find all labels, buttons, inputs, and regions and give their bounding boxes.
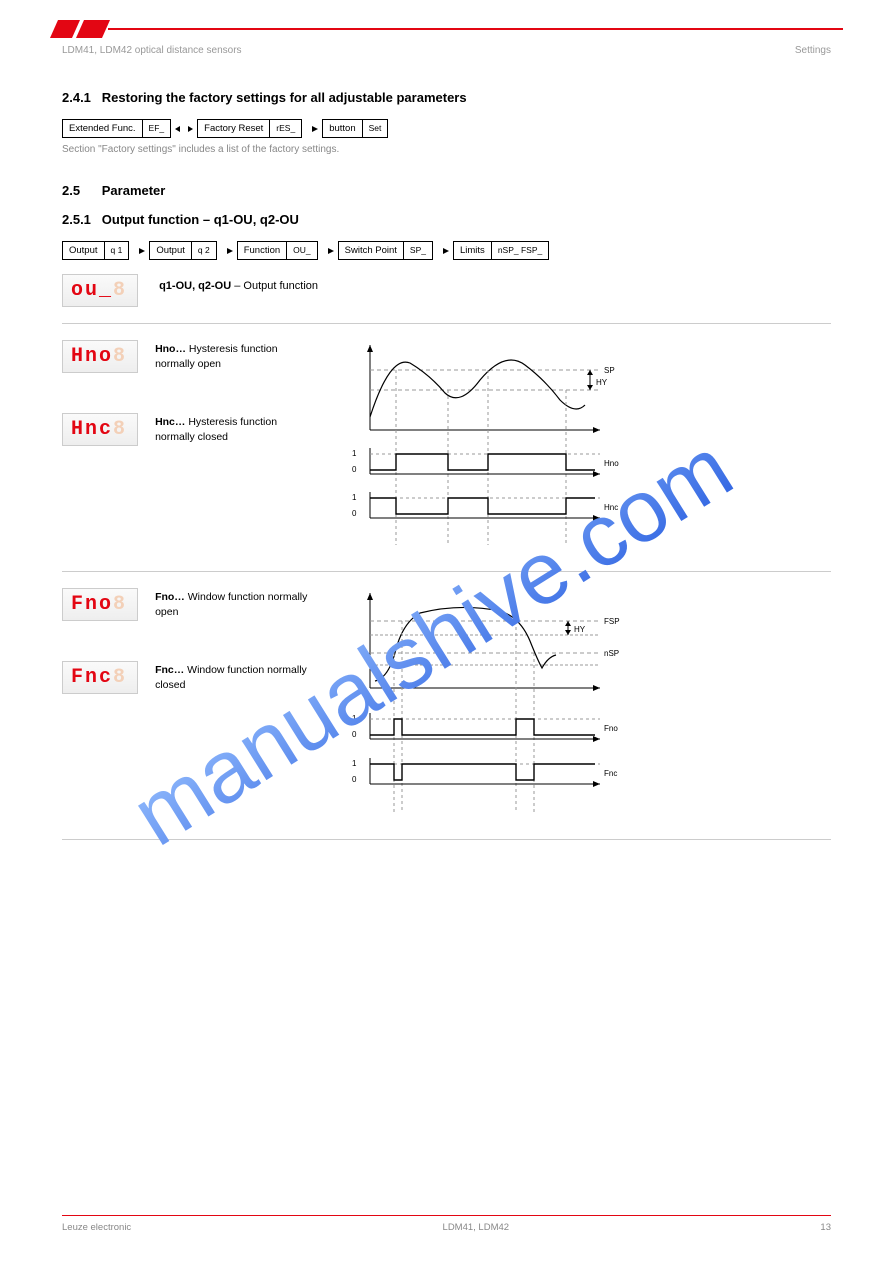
svg-text:0: 0	[352, 775, 357, 784]
section-2-5-title: 2.5 Parameter	[62, 183, 831, 198]
seg-display-ou: ou_8	[62, 274, 138, 307]
svg-text:Hnc: Hnc	[604, 503, 618, 512]
nav-row-output: Output q 1 Output q 2 Function OU_ Switc…	[62, 241, 831, 260]
svg-text:0: 0	[352, 509, 357, 518]
section-2-4-1-title: 2.4.1 Restoring the factory settings for…	[62, 90, 831, 105]
header-right: Settings	[795, 45, 831, 56]
nav-row-reset: Extended Func. EF_ Factory Reset rES_ bu…	[62, 119, 831, 138]
svg-text:FSP: FSP	[604, 617, 620, 626]
header-red-line	[108, 28, 843, 30]
svg-text:Hno: Hno	[604, 459, 619, 468]
footer-center: LDM41, LDM42	[443, 1222, 510, 1233]
arrow-right-icon	[306, 124, 318, 134]
fnc-desc: Fnc… Window function normally closed	[155, 661, 315, 693]
seg-display-fno: Fno8	[62, 588, 138, 621]
opt-row-window: Fno8 Fno… Window function normally open …	[62, 588, 831, 821]
opt-row-hysteresis: Hno8 Hno… Hysteresis function normally o…	[62, 340, 831, 553]
footer-left: Leuze electronic	[62, 1222, 131, 1233]
param-ou-header: ou_8 q1-OU, q2-OU – Output function	[62, 274, 831, 313]
seg-display-fnc: Fnc8	[62, 661, 138, 694]
param-ou-title: q1-OU, q2-OU – Output function	[159, 274, 318, 292]
arrow-right-icon	[322, 246, 334, 256]
option-hno: Hno8 Hno… Hysteresis function normally o…	[62, 340, 342, 379]
svg-text:1: 1	[352, 449, 357, 458]
svg-text:HY: HY	[574, 625, 586, 634]
footer-red-line	[62, 1215, 831, 1216]
divider	[62, 323, 831, 324]
page-content: 2.4.1 Restoring the factory settings for…	[62, 90, 831, 880]
hysteresis-graph: SP HY	[342, 340, 622, 550]
divider	[62, 571, 831, 572]
svg-text:0: 0	[352, 730, 357, 739]
arrow-right-icon	[133, 246, 145, 256]
svg-text:nSP: nSP	[604, 649, 619, 658]
svg-text:Fno: Fno	[604, 724, 618, 733]
navbox-output-q2: Output q 2	[149, 241, 216, 260]
svg-text:Fnc: Fnc	[604, 769, 617, 778]
page-footer: Leuze electronic LDM41, LDM42 13	[62, 1215, 831, 1233]
fno-desc: Fno… Window function normally open	[155, 588, 315, 620]
navbox-function: Function OU_	[237, 241, 318, 260]
seg-display-hno: Hno8	[62, 340, 138, 373]
navbox-switch-point: Switch Point SP_	[338, 241, 433, 260]
header-left: LDM41, LDM42 optical distance sensors	[62, 45, 242, 56]
option-hnc: Hnc8 Hnc… Hysteresis function normally c…	[62, 413, 342, 452]
header-red-stripe	[0, 20, 893, 38]
divider	[62, 839, 831, 840]
navbox-limits: Limits nSP_ FSP_	[453, 241, 549, 260]
running-header: LDM41, LDM42 optical distance sensors Se…	[62, 45, 831, 56]
svg-text:0: 0	[352, 465, 357, 474]
factory-note: Section "Factory settings" includes a li…	[62, 144, 831, 155]
svg-text:1: 1	[352, 714, 357, 723]
double-arrow-icon	[175, 124, 193, 134]
option-fnc: Fnc8 Fnc… Window function normally close…	[62, 661, 342, 700]
section-2-5-1-title: 2.5.1 Output function – q1-OU, q2-OU	[62, 212, 831, 227]
option-fno: Fno8 Fno… Window function normally open	[62, 588, 342, 627]
svg-text:1: 1	[352, 493, 357, 502]
svg-text:HY: HY	[596, 378, 608, 387]
navbox-extended-func: Extended Func. EF_	[62, 119, 171, 138]
footer-page-number: 13	[820, 1222, 831, 1233]
header-parallelogram-icon	[50, 20, 110, 38]
navbox-factory-reset: Factory Reset rES_	[197, 119, 302, 138]
svg-text:SP: SP	[604, 366, 615, 375]
arrow-right-icon	[221, 246, 233, 256]
arrow-right-icon	[437, 246, 449, 256]
hnc-desc: Hnc… Hysteresis function normally closed	[155, 413, 315, 445]
seg-display-hnc: Hnc8	[62, 413, 138, 446]
svg-text:1: 1	[352, 759, 357, 768]
hno-desc: Hno… Hysteresis function normally open	[155, 340, 315, 372]
navbox-output-q1: Output q 1	[62, 241, 129, 260]
navbox-set-button: button Set	[322, 119, 388, 138]
window-graph: FSP nSP HY	[342, 588, 622, 818]
